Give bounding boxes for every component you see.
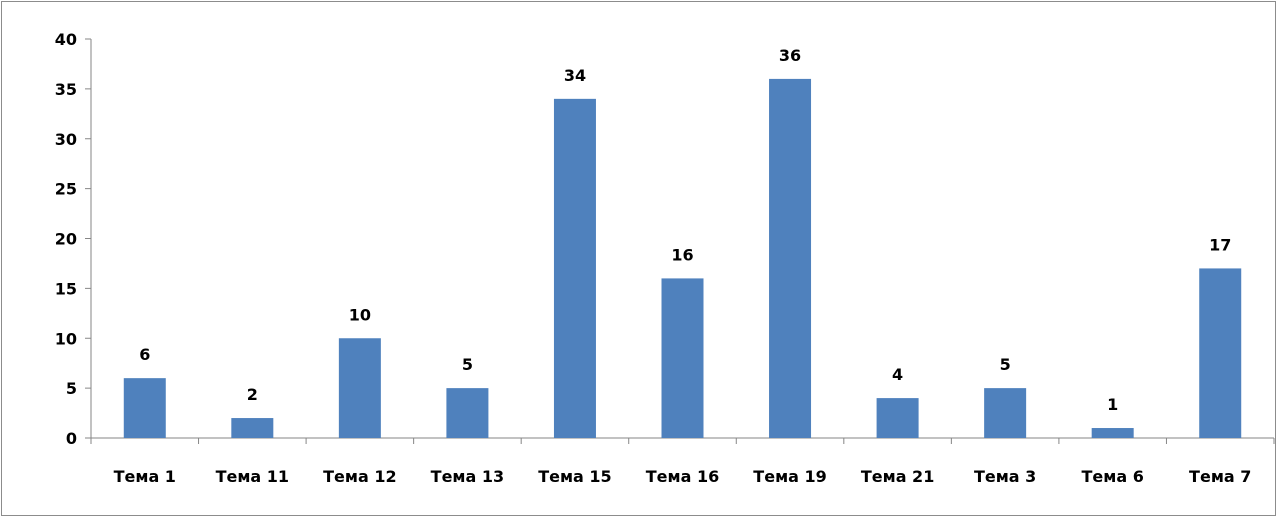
data-label: 5 <box>1000 355 1011 374</box>
x-category-label: Тема 7 <box>1189 467 1251 486</box>
bar <box>446 388 489 438</box>
data-label: 17 <box>1209 235 1231 254</box>
bar <box>231 418 274 438</box>
bar <box>984 388 1027 438</box>
x-category-label: Тема 3 <box>974 467 1036 486</box>
x-category-label: Тема 19 <box>753 467 826 486</box>
bar <box>338 338 381 438</box>
bar <box>1199 268 1242 438</box>
bar <box>876 398 919 438</box>
data-label: 5 <box>462 355 473 374</box>
x-category-label: Тема 6 <box>1082 467 1144 486</box>
x-category-label: Тема 13 <box>431 467 504 486</box>
data-label: 2 <box>247 385 258 404</box>
x-category-label: Тема 21 <box>861 467 934 486</box>
x-category-label: Тема 16 <box>646 467 719 486</box>
y-tick-label: 20 <box>55 230 77 249</box>
y-tick-label: 15 <box>55 279 77 298</box>
y-tick-label: 0 <box>66 429 77 448</box>
data-label: 6 <box>139 345 150 364</box>
y-tick-label: 5 <box>66 379 77 398</box>
y-tick-label: 30 <box>55 130 77 149</box>
y-tick-label: 35 <box>55 80 77 99</box>
y-tick-label: 40 <box>55 30 77 49</box>
data-label: 4 <box>892 365 903 384</box>
bar <box>769 78 812 439</box>
y-tick-label: 25 <box>55 180 77 199</box>
y-tick-label: 10 <box>55 329 77 348</box>
data-label: 16 <box>671 245 693 264</box>
data-label: 36 <box>779 46 801 65</box>
data-label: 1 <box>1107 395 1118 414</box>
x-category-label: Тема 11 <box>216 467 289 486</box>
bar <box>1091 428 1134 438</box>
x-category-label: Тема 15 <box>538 467 611 486</box>
bar <box>661 278 704 438</box>
x-category-label: Тема 12 <box>323 467 396 486</box>
chart-bars <box>123 78 1242 439</box>
x-category-label: Тема 1 <box>114 467 176 486</box>
bar <box>123 378 166 438</box>
data-label: 10 <box>349 305 371 324</box>
bar <box>553 98 596 438</box>
data-label: 34 <box>564 66 586 85</box>
